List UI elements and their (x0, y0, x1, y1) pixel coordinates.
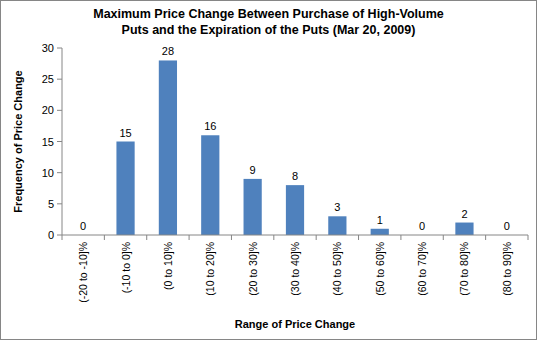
data-label: 0 (504, 220, 510, 232)
bar (328, 216, 346, 235)
x-tick-label: (60 to 70]% (416, 242, 428, 296)
data-label: 15 (119, 127, 131, 139)
bar (159, 60, 177, 235)
x-tick-label: (-20 to -10]% (77, 242, 89, 303)
data-label: 3 (334, 201, 340, 213)
x-tick (146, 235, 147, 240)
y-axis-title: Frequency of Price Change (12, 70, 24, 212)
x-tick (273, 235, 274, 240)
data-label: 16 (204, 120, 216, 132)
x-tick-label: (40 to 50]% (331, 242, 343, 296)
y-tick (57, 235, 62, 236)
x-tick (62, 235, 63, 240)
y-tick (57, 110, 62, 111)
title-line: Maximum Price Change Between Purchase of… (93, 7, 444, 21)
bar (244, 179, 262, 235)
chart: Maximum Price Change Between Purchase of… (0, 0, 537, 340)
bar (201, 135, 219, 235)
data-label: 0 (80, 220, 86, 232)
x-tick (485, 235, 486, 240)
data-label: 1 (377, 214, 383, 226)
y-tick-label: 15 (42, 136, 54, 148)
x-tick-label: (50 to 60]% (374, 242, 386, 296)
y-tick-label: 0 (48, 229, 54, 241)
x-tick-label: (30 to 40]% (289, 242, 301, 296)
data-label: 28 (162, 45, 174, 57)
chart-border (1, 1, 537, 340)
x-tick-label: (0 to 10]% (162, 242, 174, 290)
y-tick (57, 141, 62, 142)
title: Maximum Price Change Between Purchase of… (93, 7, 444, 37)
data-label: 0 (419, 220, 425, 232)
x-tick-label: (20 to 30]% (247, 242, 259, 296)
bar (116, 142, 134, 236)
x-tick (400, 235, 401, 240)
y-tick (57, 203, 62, 204)
y-tick-label: 10 (42, 167, 54, 179)
bar (455, 223, 473, 235)
x-tick (189, 235, 190, 240)
bars (116, 60, 473, 235)
data-label: 9 (250, 164, 256, 176)
x-tick-label: (10 to 20]% (204, 242, 216, 296)
x-tick (231, 235, 232, 240)
y-tick-label: 30 (42, 42, 54, 54)
y-tick-label: 25 (42, 73, 54, 85)
x-tick-label: (70 to 80]% (458, 242, 470, 296)
y-tick (57, 48, 62, 49)
x-axis (62, 235, 528, 236)
x-tick (358, 235, 359, 240)
x-axis-title: Range of Price Change (235, 318, 355, 330)
data-label: 2 (461, 208, 467, 220)
y-tick-label: 5 (48, 198, 54, 210)
x-tick-label: (80 to 90]% (501, 242, 513, 296)
y-tick-label: 20 (42, 104, 54, 116)
title-line: Puts and the Expiration of the Puts (Mar… (122, 23, 416, 37)
bar (286, 185, 304, 235)
x-tick (104, 235, 105, 240)
x-tick-label: (-10 to 0]% (120, 242, 132, 293)
bar (371, 229, 389, 235)
y-tick (57, 79, 62, 80)
data-label: 8 (292, 170, 298, 182)
x-tick (528, 235, 529, 240)
x-tick (443, 235, 444, 240)
x-tick (316, 235, 317, 240)
y-tick (57, 172, 62, 173)
